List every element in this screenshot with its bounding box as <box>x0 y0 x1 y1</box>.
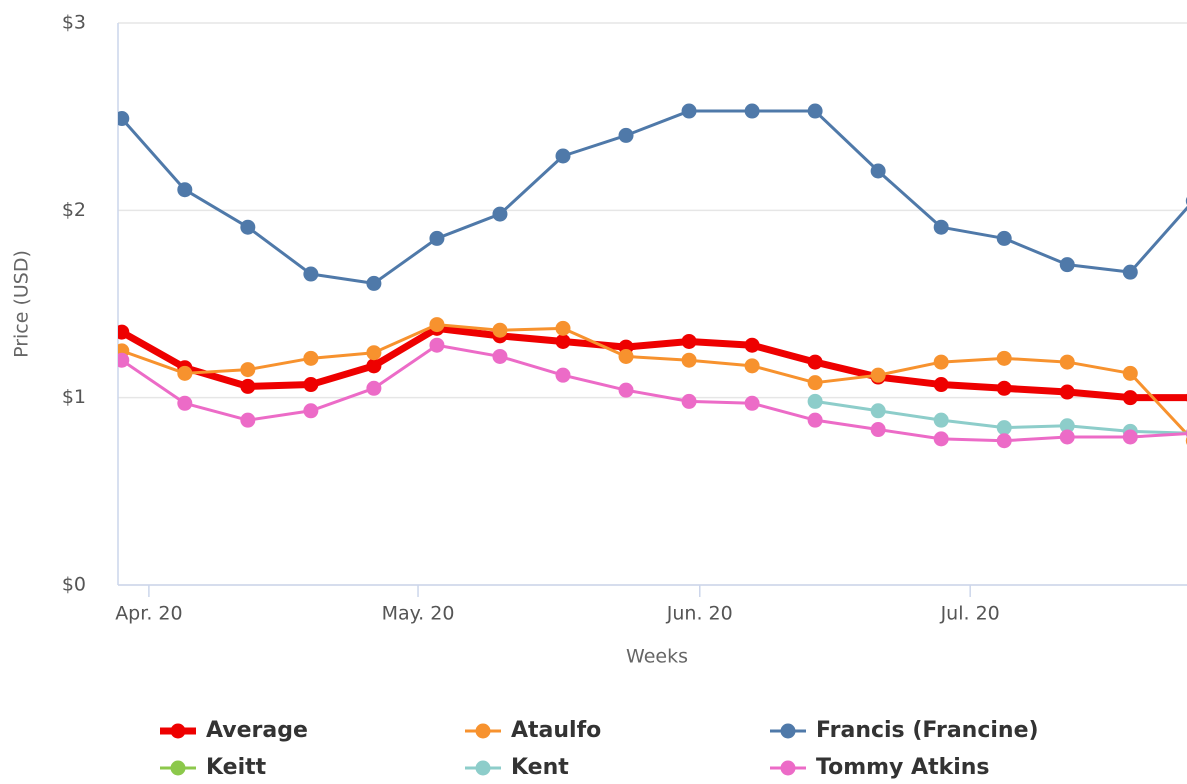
point-marker <box>1059 354 1075 370</box>
point-marker <box>429 337 445 353</box>
point-marker <box>1122 365 1138 381</box>
point-marker <box>807 375 823 391</box>
point-marker <box>933 412 949 428</box>
point-marker <box>177 395 193 411</box>
point-marker <box>996 230 1012 246</box>
y-tick-label: $1 <box>62 386 86 408</box>
legend-symbol-marker <box>170 723 186 739</box>
point-marker <box>996 420 1012 436</box>
point-marker <box>1122 390 1138 406</box>
point-marker <box>933 354 949 370</box>
point-marker <box>1059 429 1075 445</box>
point-marker <box>807 393 823 409</box>
legend-symbol-marker <box>475 723 491 739</box>
y-tick-label: $2 <box>62 199 86 221</box>
x-tick-label: May. 20 <box>382 603 455 625</box>
y-axis-title: Price (USD) <box>11 250 33 358</box>
legend-symbol-marker <box>170 760 186 776</box>
point-marker <box>429 230 445 246</box>
point-marker <box>744 358 760 374</box>
point-marker <box>240 219 256 235</box>
point-marker <box>118 352 130 368</box>
point-marker <box>1059 418 1075 434</box>
point-marker <box>807 412 823 428</box>
series-line <box>120 343 1187 443</box>
point-marker <box>870 422 886 438</box>
x-tick-label: Jun. 20 <box>666 603 733 625</box>
legend-symbol-marker <box>780 723 796 739</box>
point-marker <box>366 380 382 396</box>
x-axis-title: Weeks <box>626 646 688 668</box>
point-marker <box>744 103 760 119</box>
point-marker <box>303 377 319 393</box>
point-marker <box>807 103 823 119</box>
point-marker <box>177 182 193 198</box>
y-tick-label: $0 <box>62 574 86 596</box>
point-marker <box>996 433 1012 449</box>
point-marker <box>618 127 634 143</box>
series-line <box>120 323 1187 437</box>
point-marker <box>870 163 886 179</box>
point-marker <box>240 378 256 394</box>
point-marker <box>429 317 445 333</box>
plot-area <box>118 103 1187 449</box>
point-marker <box>933 377 949 393</box>
point-marker <box>240 412 256 428</box>
point-marker <box>366 358 382 374</box>
point-marker <box>681 393 697 409</box>
point-marker <box>933 431 949 447</box>
x-tick-label: Apr. 20 <box>115 603 182 625</box>
point-marker <box>681 333 697 349</box>
legend-label: Kent <box>511 755 569 780</box>
point-marker <box>681 352 697 368</box>
point-marker <box>996 350 1012 366</box>
x-tick-label: Jul. 20 <box>940 603 1000 625</box>
point-marker <box>492 322 508 338</box>
point-marker <box>744 337 760 353</box>
point-marker <box>177 365 193 381</box>
point-marker <box>303 403 319 419</box>
point-marker <box>555 148 571 164</box>
point-marker <box>366 275 382 291</box>
y-tick-label: $3 <box>62 12 86 34</box>
point-marker <box>618 382 634 398</box>
point-marker <box>492 206 508 222</box>
legend-label: Tommy Atkins <box>816 755 990 780</box>
legend-label: Francis (Francine) <box>816 718 1039 743</box>
legend-symbol-marker <box>780 760 796 776</box>
point-marker <box>555 320 571 336</box>
legend-symbol-marker <box>475 760 491 776</box>
point-marker <box>555 333 571 349</box>
point-marker <box>933 219 949 235</box>
point-marker <box>681 103 697 119</box>
point-marker <box>618 348 634 364</box>
legend-label: Ataulfo <box>511 718 601 743</box>
point-marker <box>118 111 130 127</box>
point-marker <box>807 354 823 370</box>
point-marker <box>996 380 1012 396</box>
point-marker <box>744 395 760 411</box>
point-marker <box>870 403 886 419</box>
point-marker <box>118 324 130 340</box>
legend-label: Keitt <box>206 755 267 780</box>
series-line <box>118 324 1187 402</box>
legend-label: Average <box>206 718 308 743</box>
point-marker <box>240 362 256 378</box>
point-marker <box>303 350 319 366</box>
point-marker <box>555 367 571 383</box>
point-marker <box>492 348 508 364</box>
point-marker <box>1059 257 1075 273</box>
point-marker <box>1059 384 1075 400</box>
point-marker <box>1122 429 1138 445</box>
series-line <box>120 109 1187 285</box>
point-marker <box>303 266 319 282</box>
point-marker <box>1122 264 1138 280</box>
point-marker <box>366 345 382 361</box>
point-marker <box>870 367 886 383</box>
